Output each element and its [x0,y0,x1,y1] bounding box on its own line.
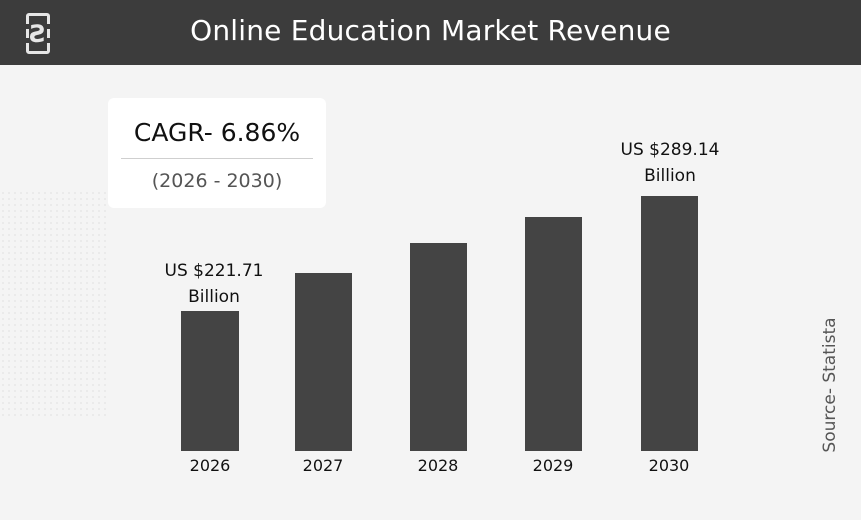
x-label-2030: 2030 [648,456,690,475]
bar-2028 [410,243,467,451]
cagr-period: (2026 - 2030) [151,170,283,192]
bar-2026 [181,311,239,451]
value-label-unit: Billion [188,287,240,307]
brand-logo-icon [24,13,52,54]
cagr-card: CAGR- 6.86% (2026 - 2030) [108,98,326,208]
decorative-dot-pattern [0,190,110,420]
x-label-2026: 2026 [189,456,231,475]
brand-logo-glyph: Ƨ [29,19,47,48]
source-label: Source- Statista [820,317,840,453]
bar-2027 [295,273,352,451]
cagr-divider [121,158,313,159]
bar-2030 [641,196,698,451]
cagr-value: CAGR- 6.86% [133,118,301,147]
value-label-2026: US $221.71 Billion [134,258,294,310]
value-label-amount: US $221.71 [164,261,264,281]
x-label-2028: 2028 [417,456,459,475]
value-label-amount: US $289.14 [620,140,720,160]
x-label-2027: 2027 [302,456,344,475]
x-label-2029: 2029 [532,456,574,475]
page-title: Online Education Market Revenue [190,14,671,47]
value-label-2030: US $289.14 Billion [590,137,750,189]
value-label-unit: Billion [644,166,696,186]
header-bar: Ƨ Online Education Market Revenue [0,0,861,65]
bar-2029 [525,217,582,451]
